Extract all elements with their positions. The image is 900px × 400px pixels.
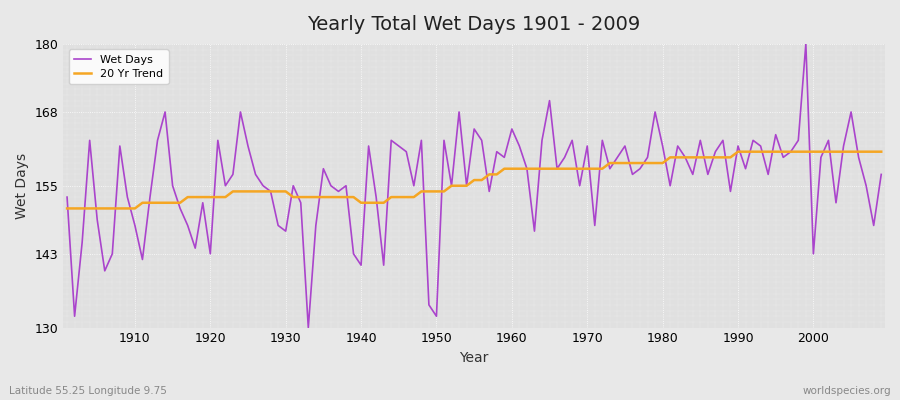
Wet Days (507, 126, 517, 131)
20 Yr Trend (333, 195, 344, 200)
Wet Days (340, 183, 351, 188)
X-axis label: Year: Year (460, 351, 489, 365)
20 Yr Trend (733, 149, 743, 154)
Wet Days (288, 183, 299, 188)
Wet Days (876, 172, 886, 177)
Line: Wet Days: Wet Days (68, 44, 881, 328)
20 Yr Trend (499, 166, 509, 171)
Text: worldspecies.org: worldspecies.org (803, 386, 891, 396)
Wet Days (62, 195, 73, 200)
Y-axis label: Wet Days: Wet Days (15, 153, 29, 219)
Wet Days (514, 144, 525, 148)
Wet Days (122, 195, 133, 200)
20 Yr Trend (597, 166, 608, 171)
20 Yr Trend (122, 206, 133, 211)
Text: Latitude 55.25 Longitude 9.75: Latitude 55.25 Longitude 9.75 (9, 386, 166, 396)
Wet Days (605, 166, 616, 171)
Title: Yearly Total Wet Days 1901 - 2009: Yearly Total Wet Days 1901 - 2009 (308, 15, 641, 34)
20 Yr Trend (507, 166, 517, 171)
20 Yr Trend (876, 149, 886, 154)
Wet Days (303, 325, 314, 330)
Line: 20 Yr Trend: 20 Yr Trend (68, 152, 881, 208)
20 Yr Trend (62, 206, 73, 211)
Wet Days (800, 42, 811, 46)
20 Yr Trend (288, 195, 299, 200)
Legend: Wet Days, 20 Yr Trend: Wet Days, 20 Yr Trend (68, 50, 168, 84)
